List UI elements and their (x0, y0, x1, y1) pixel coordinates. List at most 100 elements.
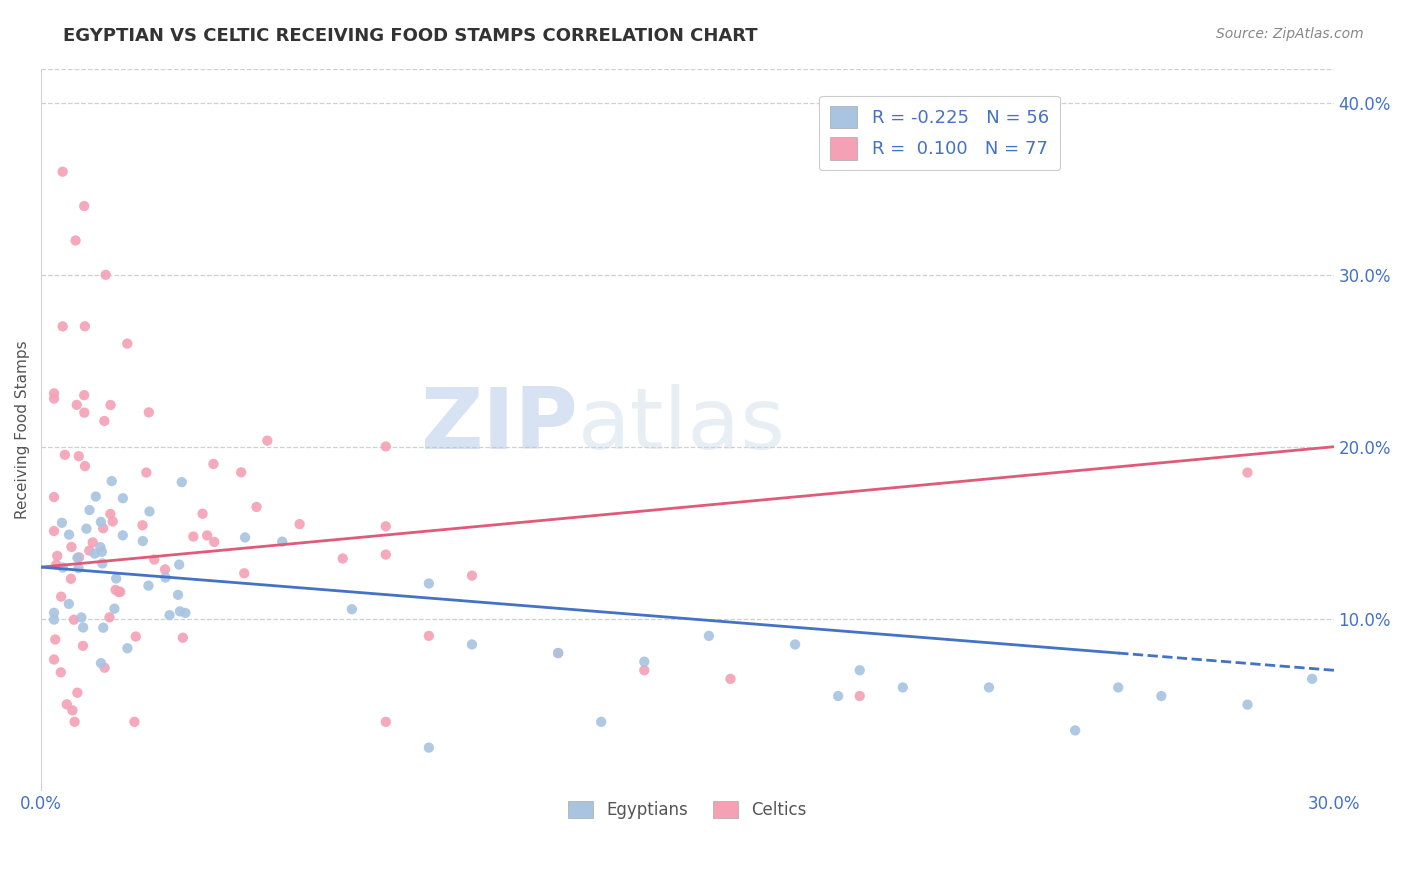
Text: Source: ZipAtlas.com: Source: ZipAtlas.com (1216, 27, 1364, 41)
Point (111, 528, 134, 542)
Point (42, 392, 65, 406)
Point (59, 572, 82, 586)
Point (63, 714, 86, 729)
Point (49, 665, 72, 680)
Point (848, 689, 870, 703)
Legend: Egyptians, Celtics: Egyptians, Celtics (561, 794, 814, 826)
Point (1150, 689, 1173, 703)
Point (138, 504, 160, 518)
Text: atlas: atlas (578, 384, 786, 467)
Point (124, 714, 146, 729)
Point (103, 601, 125, 615)
Point (107, 585, 129, 599)
Point (46, 549, 69, 563)
Point (73, 199, 96, 213)
Point (91, 557, 114, 571)
Point (131, 518, 153, 533)
Point (75, 522, 97, 536)
Point (65, 234, 87, 248)
Point (90, 515, 112, 529)
Point (720, 672, 742, 686)
Point (79, 543, 101, 558)
Point (60, 540, 83, 554)
Point (155, 570, 177, 584)
Point (233, 530, 256, 544)
Point (202, 457, 225, 471)
Point (547, 646, 569, 660)
Point (977, 681, 1000, 695)
Point (66, 686, 89, 700)
Point (1236, 698, 1258, 712)
Point (174, 606, 197, 620)
Point (170, 475, 193, 490)
Point (132, 534, 155, 549)
Point (93, 414, 115, 428)
Point (53, 448, 76, 462)
Point (172, 631, 194, 645)
Point (42, 490, 65, 504)
Point (138, 405, 160, 419)
Point (67, 550, 90, 565)
Y-axis label: Receiving Food Stamps: Receiving Food Stamps (15, 340, 30, 519)
Point (89, 540, 111, 554)
Point (98, 610, 121, 624)
Point (110, 584, 132, 599)
Point (183, 529, 205, 543)
Point (94, 268, 117, 282)
Point (1064, 723, 1087, 738)
Point (66, 398, 89, 412)
Point (374, 548, 396, 562)
Point (461, 568, 484, 582)
Point (101, 515, 124, 529)
Point (783, 637, 806, 651)
Point (52, 319, 75, 334)
Point (45, 558, 67, 572)
Point (66, 550, 89, 565)
Point (256, 434, 278, 448)
Point (90, 545, 112, 559)
Point (91, 621, 114, 635)
Text: EGYPTIAN VS CELTIC RECEIVING FOOD STAMPS CORRELATION CHART: EGYPTIAN VS CELTIC RECEIVING FOOD STAMPS… (63, 27, 758, 45)
Point (117, 641, 139, 656)
Point (42, 386, 65, 401)
Point (67, 449, 90, 463)
Point (191, 507, 214, 521)
Point (167, 588, 190, 602)
Point (195, 528, 218, 542)
Point (153, 562, 176, 576)
Point (111, 491, 134, 506)
Point (58, 597, 80, 611)
Point (143, 552, 166, 566)
Point (100, 474, 122, 488)
Point (70, 610, 93, 624)
Point (79, 503, 101, 517)
Point (100, 507, 122, 521)
Point (169, 604, 191, 618)
Point (159, 608, 181, 623)
Point (245, 500, 267, 514)
Point (44, 632, 66, 647)
Point (73, 388, 96, 402)
Point (100, 398, 122, 412)
Point (55, 698, 77, 712)
Point (52, 164, 75, 178)
Point (42, 652, 65, 666)
Point (547, 646, 569, 660)
Point (72, 620, 94, 634)
Point (105, 572, 128, 586)
Text: ZIP: ZIP (420, 384, 578, 467)
Point (697, 629, 720, 643)
Point (117, 336, 139, 351)
Point (42, 613, 65, 627)
Point (90, 656, 112, 670)
Point (633, 655, 655, 669)
Point (73, 406, 96, 420)
Point (374, 440, 396, 454)
Point (591, 714, 613, 729)
Point (91, 521, 114, 535)
Point (73, 319, 96, 334)
Point (288, 517, 311, 532)
Point (58, 527, 80, 541)
Point (891, 681, 914, 695)
Point (461, 637, 484, 651)
